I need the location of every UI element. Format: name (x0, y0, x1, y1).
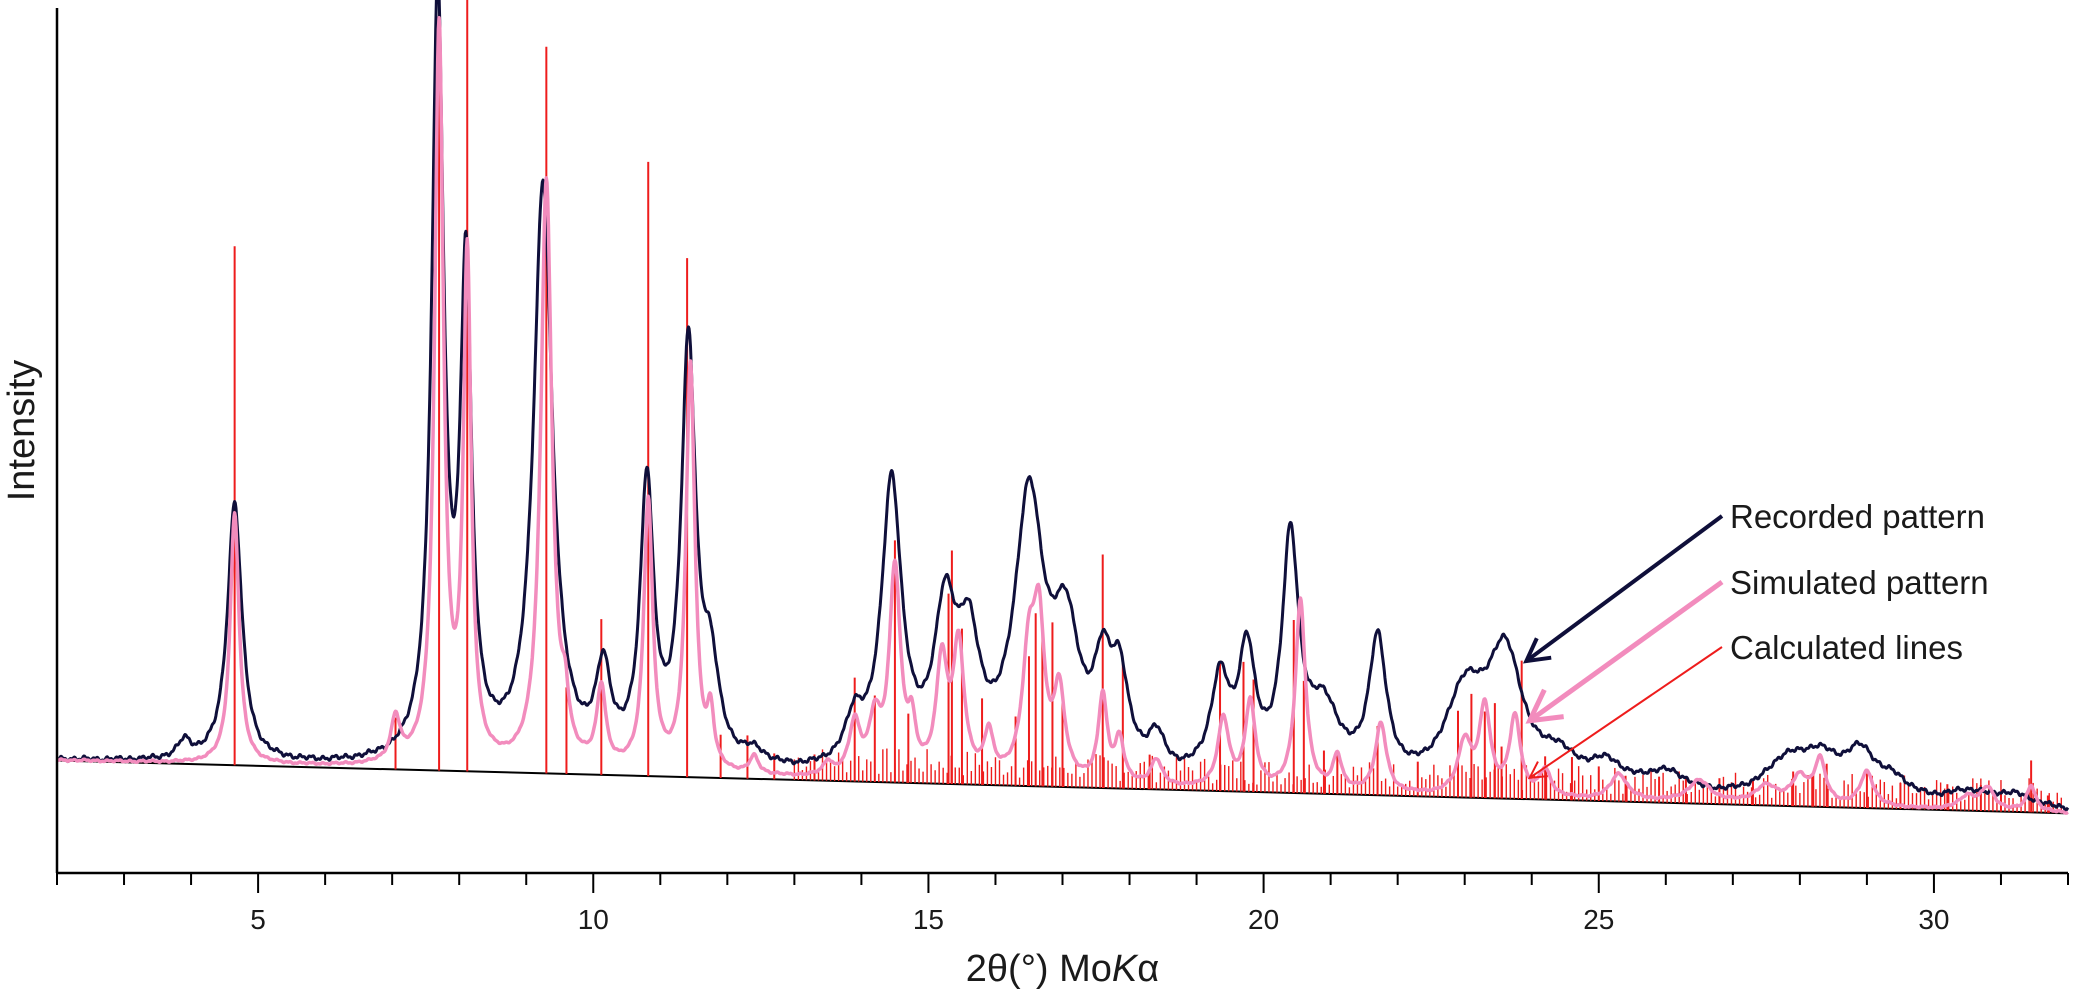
x-tick-label: 5 (250, 904, 266, 935)
legend-label-1: Simulated pattern (1730, 564, 1989, 601)
legend-arrow-1 (1528, 579, 1724, 723)
recorded-pattern-line (56, 0, 2070, 812)
x-tick-label: 30 (1918, 904, 1949, 935)
x-tick-label: 25 (1583, 904, 1614, 935)
x-axis-title-main: 2θ(°) Mo (966, 948, 1112, 990)
x-axis-title-k: K (1112, 948, 1139, 990)
plot-area (55, 0, 2070, 815)
legend-arrowhead-2 (1527, 761, 1548, 780)
x-axis-title: 2θ(°) MoKα (966, 948, 1159, 990)
y-axis-title: Intensity (1, 360, 43, 502)
legend-arrow-0 (1525, 514, 1724, 663)
simulated-pattern-line (55, 16, 2070, 815)
legend-arrowhead-0 (1522, 637, 1552, 664)
legend: Recorded pattern Simulated pattern Calcula… (1522, 498, 1989, 780)
legend-label-2: Calculated lines (1730, 629, 1963, 666)
legend-arrowhead-1 (1525, 688, 1564, 724)
x-tick-label: 20 (1248, 904, 1279, 935)
legend-arrow-2 (1529, 646, 1723, 779)
x-axis-title-alpha: α (1137, 948, 1159, 990)
axes: 5 10 15 20 25 30 (55, 8, 2069, 935)
legend-label-0: Recorded pattern (1730, 498, 1985, 535)
x-tick-label: 10 (578, 904, 609, 935)
x-tick-label: 15 (913, 904, 944, 935)
x-ticks: 5 10 15 20 25 30 (56, 873, 2069, 935)
